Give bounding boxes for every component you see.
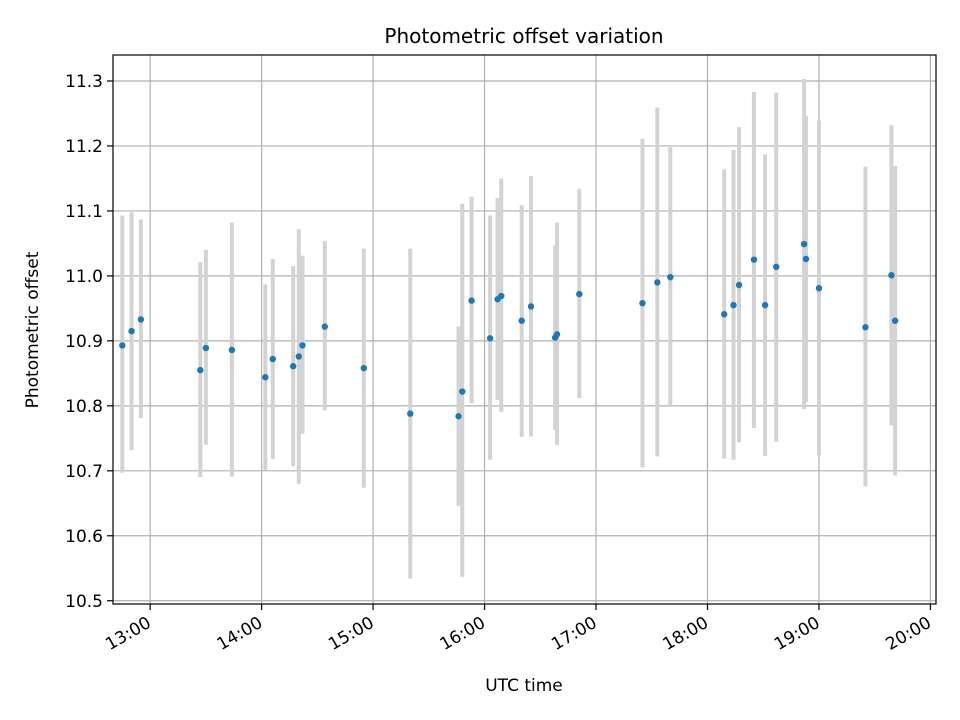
data-point <box>197 366 204 374</box>
data-point <box>888 272 895 279</box>
data-point <box>202 344 210 352</box>
data-point <box>295 353 302 360</box>
data-point <box>773 263 780 271</box>
data-point <box>290 363 297 370</box>
y-tick-label: 10.9 <box>65 332 103 352</box>
data-point <box>576 290 583 298</box>
data-point <box>407 410 414 417</box>
data-point <box>750 256 758 263</box>
y-tick-label: 10.8 <box>65 397 103 417</box>
y-axis-label: Photometric offset <box>23 251 43 408</box>
data-point <box>721 311 728 318</box>
data-point <box>360 364 368 372</box>
data-point <box>228 346 236 354</box>
y-tick-label: 11.2 <box>65 137 103 157</box>
data-point <box>455 413 462 420</box>
data-point <box>269 355 276 363</box>
data-point <box>321 323 328 330</box>
y-tick-label: 10.6 <box>65 527 103 547</box>
data-point <box>802 255 810 263</box>
x-axis-label: UTC time <box>485 676 563 696</box>
plot-frame <box>112 54 937 605</box>
data-point <box>891 317 899 324</box>
y-tick-label: 11.1 <box>65 202 103 222</box>
data-point <box>119 342 126 349</box>
y-tick-label: 10.7 <box>65 462 103 482</box>
data-point <box>468 297 475 304</box>
data-point <box>518 317 525 324</box>
data-point <box>553 331 561 338</box>
data-point <box>527 303 535 310</box>
data-point <box>654 279 661 286</box>
data-point <box>761 301 769 309</box>
data-point <box>862 324 869 331</box>
data-point <box>800 240 808 248</box>
data-point <box>459 388 466 395</box>
data-point <box>815 285 823 292</box>
grid <box>113 55 936 604</box>
data-point <box>667 273 674 281</box>
data-point <box>137 316 145 323</box>
data-point <box>299 342 306 349</box>
y-tick-label: 10.5 <box>65 592 103 612</box>
data-point <box>128 327 135 335</box>
y-tick-label: 11.3 <box>65 72 103 92</box>
data-point <box>486 335 494 342</box>
data-point <box>735 281 743 289</box>
y-axis-ticks: 10.5 10.6 10.7 10.8 10.9 11.0 11.1 11.2 11.3 <box>65 72 113 612</box>
data-point <box>498 292 505 300</box>
data-point <box>639 299 646 307</box>
chart-title: Photometric offset variation <box>384 24 663 48</box>
data-point <box>730 301 737 309</box>
data-point <box>262 374 269 381</box>
data-points <box>119 240 899 420</box>
y-tick-label: 11.0 <box>65 267 103 287</box>
